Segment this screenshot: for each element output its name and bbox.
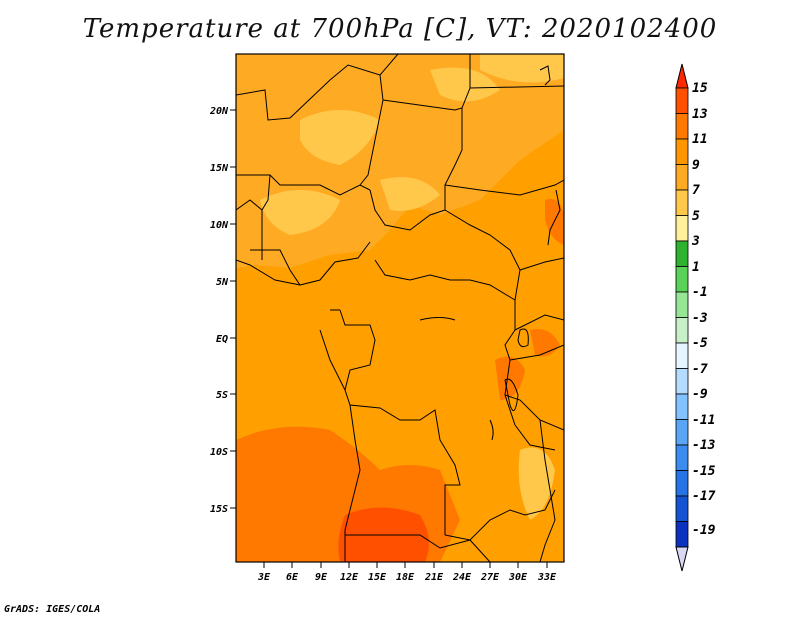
lat-label: 10N: [210, 220, 229, 231]
lon-label: 33E: [537, 572, 557, 583]
grads-credit: GrADS: IGES/COLA: [4, 604, 101, 615]
lat-label: EQ: [216, 334, 228, 345]
colorbar-label: -17: [692, 489, 716, 504]
colorbar-swatch: [675, 215, 689, 242]
lat-label: 20N: [209, 106, 229, 117]
colorbar-label: -15: [692, 464, 716, 479]
colorbar-label: 3: [691, 234, 700, 249]
colorbar-label: 11: [692, 132, 708, 147]
colorbar-swatch: [675, 342, 689, 369]
map-frame: [235, 53, 565, 563]
lon-label: 27E: [480, 572, 500, 583]
colorbar-label: 5: [692, 209, 700, 224]
chart-title: Temperature at 700hPa [C], VT: 202010240…: [82, 14, 718, 44]
lon-labels: 3E 6E 9E 12E 15E 18E 21E 24E 27E 30E 33E: [257, 572, 557, 583]
colorbar-swatch: [675, 368, 689, 395]
colorbar-label: -13: [692, 438, 716, 453]
axis-ticks: [230, 109, 548, 568]
colorbar-swatch: [675, 138, 689, 165]
colorbar-swatch: [675, 419, 689, 446]
colorbar-label: 9: [692, 158, 700, 173]
colorbar-label: 7: [692, 183, 700, 198]
lon-label: 18E: [396, 572, 415, 583]
colorbar-label: -1: [692, 285, 708, 300]
colorbar-label: -19: [692, 523, 716, 538]
colorbar-label: 15: [692, 81, 708, 96]
lon-label: 12E: [340, 572, 359, 583]
colorbar-swatch: [675, 113, 689, 140]
colorbar-label: 13: [692, 107, 708, 122]
lon-label: 6E: [286, 572, 299, 583]
lat-label: 10S: [210, 447, 228, 458]
lat-label: 15N: [210, 163, 229, 174]
colorbar-swatch: [675, 444, 689, 471]
colorbar-swatch: [675, 291, 689, 318]
colorbar-top-arrow: [675, 63, 689, 89]
colorbar-swatch: [675, 393, 689, 420]
colorbar-swatch: [675, 317, 689, 344]
country-borders: [236, 54, 564, 562]
lat-label: 5S: [216, 390, 228, 401]
colorbar-bottom-arrow: [675, 546, 689, 572]
colorbar-swatch: [675, 87, 689, 114]
lat-label: 5N: [216, 277, 229, 288]
colorbar-label: -5: [692, 336, 708, 351]
lon-label: 9E: [315, 572, 328, 583]
colorbar-label: 1: [692, 260, 700, 275]
lon-label: 3E: [257, 572, 271, 583]
temperature-field: [236, 54, 564, 562]
colorbar-label: -3: [692, 311, 708, 326]
colorbar-label: -7: [692, 362, 708, 377]
colorbar-label: -11: [692, 413, 715, 428]
colorbar-swatch: [675, 521, 689, 548]
colorbar-swatch: [675, 470, 689, 497]
lat-label: 15S: [210, 504, 228, 515]
colorbar-labels: 15 13 11 9 7 5 3 1 -1 -3 -5 -7 -9 -11 -1…: [691, 81, 716, 538]
colorbar: [675, 63, 689, 572]
colorbar-label: -9: [692, 387, 708, 402]
lon-label: 24E: [452, 572, 472, 583]
colorbar-swatch: [675, 266, 689, 293]
colorbar-swatch: [675, 164, 689, 191]
lon-label: 30E: [508, 572, 528, 583]
colorbar-swatch: [675, 495, 689, 522]
colorbar-swatch: [675, 189, 689, 216]
lat-labels: 20N 15N 10N 5N EQ 5S 10S 15S: [209, 106, 229, 515]
lon-label: 21E: [424, 572, 444, 583]
lon-label: 15E: [368, 572, 387, 583]
colorbar-swatch: [675, 240, 689, 267]
